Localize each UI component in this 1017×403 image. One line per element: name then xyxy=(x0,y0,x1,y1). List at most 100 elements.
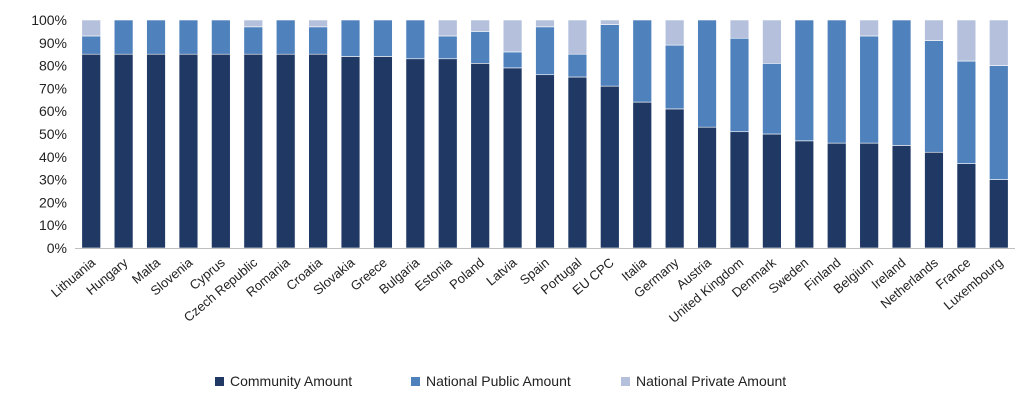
bar-community-amount xyxy=(81,53,101,249)
bar-stack xyxy=(438,19,458,249)
y-tick-label: 70% xyxy=(39,80,67,96)
legend-swatch xyxy=(411,377,420,386)
bar-national-public-amount xyxy=(632,19,652,103)
bar-community-amount xyxy=(146,53,166,249)
legend-item: National Private Amount xyxy=(621,373,786,389)
bar-national-public-amount xyxy=(211,19,231,55)
bar-national-private-amount xyxy=(243,19,263,28)
bar-stack xyxy=(567,19,588,249)
bar-national-public-amount xyxy=(891,19,912,146)
bar-community-amount xyxy=(632,101,652,249)
legend-label: Community Amount xyxy=(230,373,352,389)
bar-national-private-amount xyxy=(308,19,328,28)
bar-stack xyxy=(859,19,879,249)
bar-stack xyxy=(373,19,393,249)
bar-national-private-amount xyxy=(535,19,555,28)
legend-swatch xyxy=(621,377,630,386)
bar-stack xyxy=(762,19,782,249)
bar-national-public-amount xyxy=(81,35,101,55)
bar-stack xyxy=(794,19,815,249)
bar-national-public-amount xyxy=(113,19,134,55)
bar-national-public-amount xyxy=(924,40,944,153)
y-tick-label: 10% xyxy=(39,217,67,233)
bar-national-public-amount xyxy=(178,19,199,55)
bar-area xyxy=(81,19,1009,249)
bar-national-public-amount xyxy=(146,19,166,55)
bar-community-amount xyxy=(502,67,523,249)
bar-community-amount xyxy=(535,74,555,249)
bar-national-private-amount xyxy=(762,19,782,64)
bar-community-amount xyxy=(697,126,717,249)
bar-community-amount xyxy=(211,53,231,249)
bar-national-private-amount xyxy=(859,19,879,37)
bar-community-amount xyxy=(956,163,977,249)
bar-stack xyxy=(924,19,944,249)
x-axis: LithuaniaHungaryMaltaSloveniaCyprusCzech… xyxy=(48,248,1015,326)
bar-stack xyxy=(340,19,361,249)
legend-item: Community Amount xyxy=(215,373,352,389)
bar-national-private-amount xyxy=(600,19,620,25)
bar-community-amount xyxy=(664,108,685,249)
bar-national-public-amount xyxy=(470,31,490,64)
bar-national-public-amount xyxy=(373,19,393,57)
x-category-label: Latvia xyxy=(483,254,520,288)
y-tick-label: 100% xyxy=(31,12,67,28)
bar-stack xyxy=(113,19,134,249)
bar-national-private-amount xyxy=(729,19,750,39)
bar-community-amount xyxy=(891,145,912,249)
legend-label: National Public Amount xyxy=(426,373,571,389)
bar-national-public-amount xyxy=(243,26,263,55)
bar-community-amount xyxy=(340,56,361,249)
bar-stack xyxy=(275,19,296,249)
bar-national-public-amount xyxy=(600,24,620,87)
bar-national-private-amount xyxy=(438,19,458,37)
bar-national-private-amount xyxy=(567,19,588,55)
y-tick-label: 20% xyxy=(39,194,67,210)
bar-national-public-amount xyxy=(794,19,815,142)
bar-community-amount xyxy=(438,58,458,249)
bar-stack xyxy=(697,19,717,249)
bar-stack xyxy=(502,19,523,249)
bar-community-amount xyxy=(178,53,199,249)
y-tick-label: 30% xyxy=(39,172,67,188)
bar-stack xyxy=(729,19,750,249)
bar-national-public-amount xyxy=(697,19,717,128)
bar-national-public-amount xyxy=(827,19,847,144)
bar-stack xyxy=(891,19,912,249)
y-tick-label: 0% xyxy=(47,240,67,256)
bar-community-amount xyxy=(762,133,782,249)
bar-community-amount xyxy=(275,53,296,249)
bar-national-private-amount xyxy=(924,19,944,41)
bar-stack xyxy=(989,19,1009,249)
x-category-label: Estonia xyxy=(412,254,455,294)
bar-stack xyxy=(405,19,426,249)
y-tick-label: 40% xyxy=(39,149,67,165)
bar-stack xyxy=(600,19,620,249)
bar-community-amount xyxy=(567,76,588,249)
y-tick-label: 90% xyxy=(39,35,67,51)
y-axis: 0% 10% 20% 30% 40% 50% 60% 70% 80% 90% 100% xyxy=(31,12,67,256)
bar-national-public-amount xyxy=(405,19,426,60)
bar-community-amount xyxy=(827,142,847,249)
legend-label: National Private Amount xyxy=(636,373,786,389)
bar-community-amount xyxy=(794,140,815,249)
bar-community-amount xyxy=(729,131,750,249)
y-tick-label: 80% xyxy=(39,58,67,74)
bar-community-amount xyxy=(600,85,620,249)
bar-stack xyxy=(632,19,652,249)
x-category-label: Poland xyxy=(446,255,487,293)
bar-national-public-amount xyxy=(567,53,588,78)
bar-national-public-amount xyxy=(308,26,328,55)
bar-national-public-amount xyxy=(664,44,685,110)
bar-national-private-amount xyxy=(81,19,101,37)
bar-national-public-amount xyxy=(989,65,1009,180)
bar-community-amount xyxy=(113,53,134,249)
bar-stack xyxy=(470,19,490,249)
bar-national-public-amount xyxy=(956,60,977,164)
bar-national-public-amount xyxy=(859,35,879,144)
bar-community-amount xyxy=(989,179,1009,249)
bar-stack xyxy=(827,19,847,249)
bar-national-public-amount xyxy=(502,51,523,69)
bar-national-public-amount xyxy=(762,63,782,135)
